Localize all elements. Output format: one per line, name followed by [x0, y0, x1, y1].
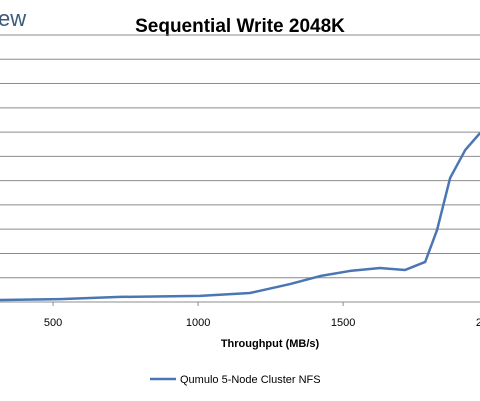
series-line	[0, 132, 480, 302]
x-tick-label: 1000	[186, 317, 210, 329]
x-tick-label: 1500	[331, 317, 355, 329]
x-tick-label: 2000	[476, 317, 480, 329]
legend-label: Qumulo 5-Node Cluster NFS	[180, 374, 321, 386]
chart-title: Sequential Write 2048K	[135, 16, 345, 37]
logo: ew	[0, 6, 26, 31]
x-axis-label: Throughput (MB/s)	[221, 338, 320, 350]
x-tick-label: 500	[44, 317, 62, 329]
